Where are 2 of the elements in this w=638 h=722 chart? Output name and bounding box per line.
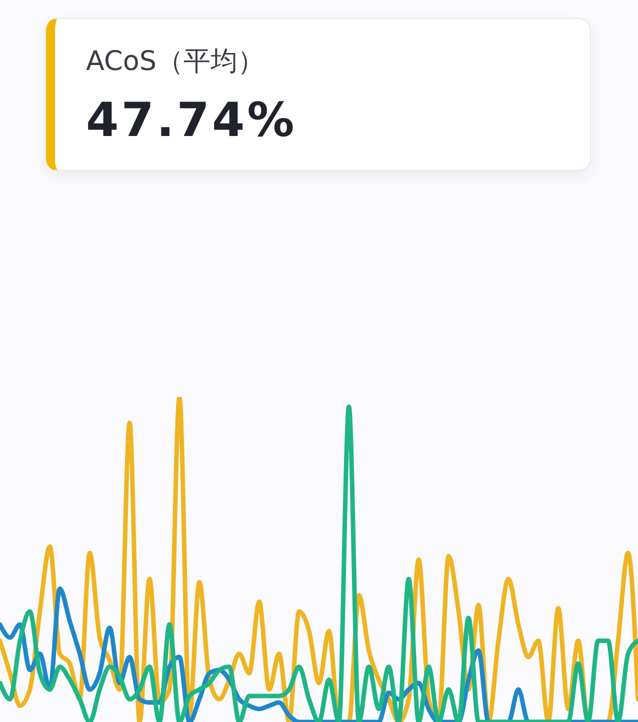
text: 47.74% (86, 93, 297, 148)
text: ACoS（平均） (86, 46, 265, 78)
